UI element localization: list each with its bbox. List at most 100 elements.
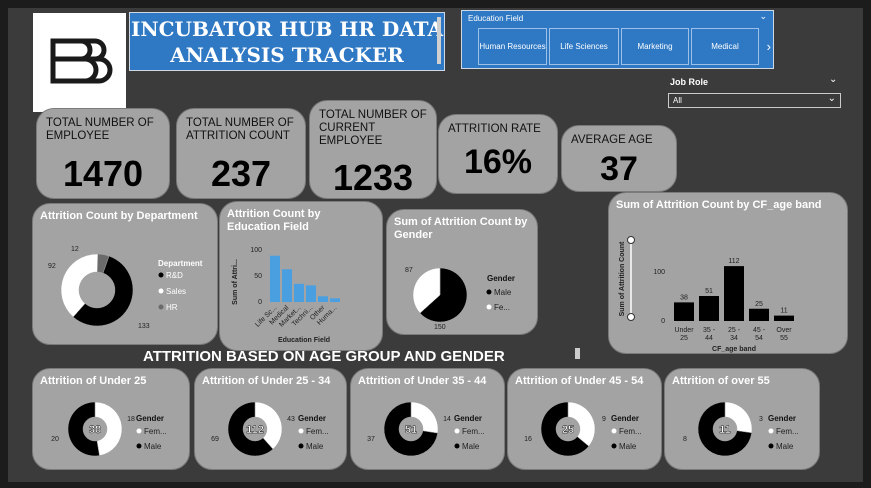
kpi-label: TOTAL NUMBER OF EMPLOYEE (46, 117, 154, 142)
title-scrollbar[interactable] (437, 17, 441, 64)
x-tick-label: 54 (755, 335, 763, 342)
chart-education-field: Attrition Count by Education Field 0 50 10… (219, 201, 383, 351)
chart-title: Attrition Count by Department (40, 210, 198, 222)
legend-marker (158, 304, 164, 310)
legend-item: Male (462, 442, 480, 451)
bar[interactable] (724, 266, 744, 321)
kpi-value: 1470 (62, 153, 144, 194)
bar[interactable] (774, 315, 794, 321)
under-45-54-chart-svg: 25 9 16 Gender Fem... Male (524, 401, 642, 457)
bar[interactable] (674, 302, 694, 321)
y-tick-label: 100 (250, 247, 262, 254)
x-tick-label: 55 (780, 335, 788, 342)
x-tick-label: 45 - (753, 327, 766, 334)
kpi-value: 1233 (332, 157, 414, 198)
pie-slice-sales[interactable] (60, 253, 99, 318)
pie-slice-male[interactable] (697, 401, 753, 457)
bar[interactable] (282, 269, 292, 302)
kpi-attrition-rate: ATTRITION RATE 16% (438, 114, 558, 194)
bar[interactable] (270, 255, 280, 302)
legend-item: Male (144, 442, 162, 451)
data-label: 8 (683, 436, 687, 443)
under-25-chart-svg: 38 18 20 Gender Fem... Male (51, 401, 167, 457)
legend-item: Male (776, 442, 794, 451)
pie-slice-fem-[interactable] (567, 401, 596, 447)
slider-handle[interactable] (627, 313, 635, 321)
y-axis-label: Sum of Attri... (232, 259, 239, 305)
pie-slice-male[interactable] (540, 401, 590, 457)
pie-slice-male[interactable] (227, 401, 274, 457)
x-axis-label: CF_age band (712, 346, 756, 353)
bar[interactable] (699, 296, 719, 321)
chart-title: Attrition of Under 35 - 44 (358, 375, 487, 387)
legend-marker (768, 428, 774, 434)
legend-item: Male (494, 288, 512, 297)
data-label: 3 (759, 416, 763, 423)
education-option-marketing[interactable]: Marketing (621, 28, 689, 65)
legend-title: Gender (487, 274, 515, 283)
job-role-dropdown[interactable]: All ⌄ (668, 93, 841, 108)
legend-marker (486, 289, 492, 295)
pie-slice-male[interactable] (383, 401, 438, 457)
legend-marker (454, 428, 460, 434)
legend-title: Department (158, 259, 203, 268)
bar[interactable] (318, 296, 328, 302)
data-label: 37 (367, 436, 375, 443)
chart-department: Attrition Count by Department 133 92 12 Dep… (32, 203, 218, 345)
data-label: 9 (602, 416, 606, 423)
pie-slice-r-d[interactable] (72, 255, 134, 327)
company-logo (33, 13, 126, 112)
education-option-life-sciences[interactable]: Life Sciences (549, 28, 619, 65)
legend-item: Fem... (619, 427, 642, 436)
legend-item: Fem... (306, 427, 329, 436)
chart-title: Attrition of Under 25 - 34 (202, 375, 331, 387)
slider-handle[interactable] (627, 236, 635, 244)
bar[interactable] (294, 283, 304, 302)
data-label: 150 (434, 324, 446, 331)
data-label: 87 (405, 267, 413, 274)
section-scroll-handle[interactable] (575, 348, 580, 359)
job-role-value: All (673, 96, 682, 105)
x-tick-label: 25 (680, 335, 688, 342)
legend-marker (298, 443, 304, 449)
chart-title: Attrition of over 55 (672, 375, 770, 387)
pie-slice-fe-[interactable] (412, 267, 441, 314)
data-label: 133 (138, 323, 150, 330)
bar[interactable] (330, 298, 340, 302)
education-option-human-resources[interactable]: Human Resources (478, 28, 547, 65)
x-tick-label: 25 - (728, 327, 741, 334)
kpi-attrition-count: TOTAL NUMBER OF ATTRITION COUNT 237 (176, 108, 306, 199)
kpi-total-employee: TOTAL NUMBER OF EMPLOYEE 1470 (36, 108, 170, 199)
kpi-label: AVERAGE AGE (571, 134, 653, 146)
education-field-slicer: Education Field ⌄ Human Resources Life S… (461, 10, 774, 69)
bar[interactable] (306, 285, 316, 302)
pie-slice-male[interactable] (419, 267, 468, 323)
department-chart-svg: 133 92 12 Department R&D Sales HR (48, 246, 203, 330)
chevron-down-icon[interactable]: ⌄ (829, 74, 838, 85)
data-label: 18 (127, 416, 135, 423)
bar[interactable] (749, 308, 769, 321)
under-25-34-chart-svg: 112 43 69 Gender Fem... Male (211, 401, 329, 457)
pie-slice-male[interactable] (67, 401, 100, 457)
legend-marker (158, 272, 164, 278)
center-total-label: 25 (562, 424, 574, 436)
chevron-down-icon[interactable]: ⌄ (759, 11, 767, 21)
chart-over-55: Attrition of over 55 11 3 8 Gender Fem... Mal… (664, 368, 820, 470)
data-label: 112 (728, 258, 739, 265)
kpi-label: ATTRITION RATE (448, 123, 541, 135)
legend-marker (158, 288, 164, 294)
chart-title: Attrition of Under 25 (40, 375, 147, 387)
data-label: 43 (287, 416, 295, 423)
data-label: 25 (755, 301, 763, 308)
x-tick-label: 44 (705, 335, 713, 342)
legend-marker (298, 428, 304, 434)
education-option-medical[interactable]: Medical (691, 28, 759, 65)
ageband-chart-svg: Sum of Attrition Count010038Under255135 … (619, 236, 794, 353)
chart-under-45-54: Attrition of Under 45 - 54 25 9 16 Gender Fe… (507, 368, 662, 470)
pie-slice-fem-[interactable] (94, 401, 123, 456)
pie-slice-hr[interactable] (97, 253, 110, 274)
chevron-right-icon[interactable]: › (766, 39, 771, 54)
data-label: 38 (680, 294, 688, 301)
dashboard-title-text: INCUBATOR HUB HR DATA ANALYSIS TRACKER (131, 17, 443, 67)
kpi-value: 237 (210, 153, 272, 194)
